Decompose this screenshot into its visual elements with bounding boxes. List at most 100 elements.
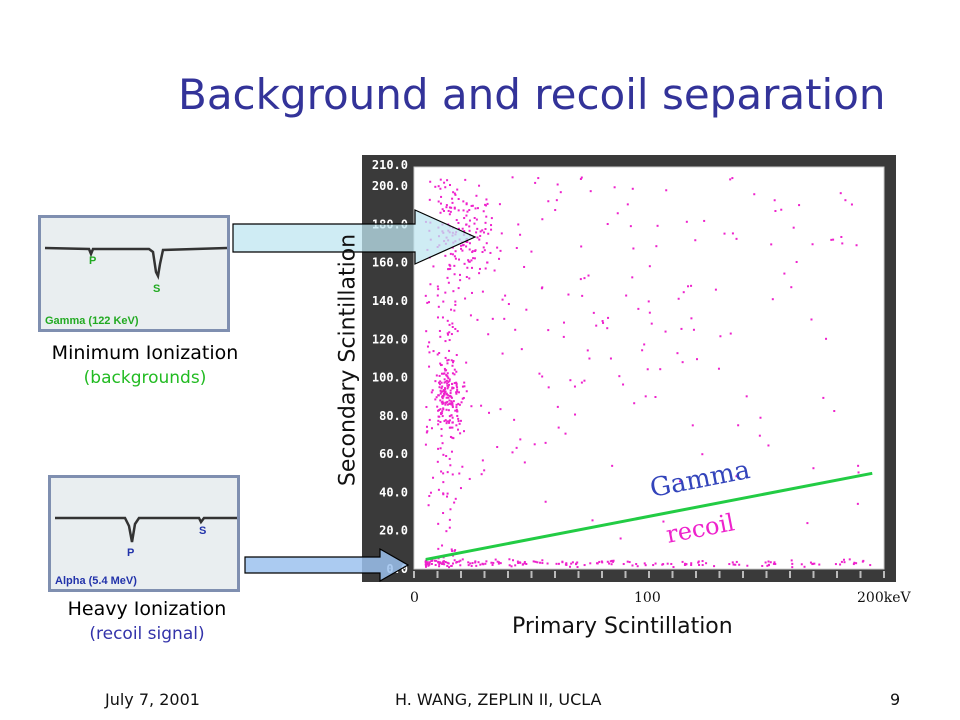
- data-point: [655, 245, 658, 248]
- y-tick-label: 200.0: [372, 179, 408, 193]
- data-point: [608, 562, 611, 565]
- data-point: [494, 558, 497, 561]
- data-point: [448, 349, 451, 352]
- separation-line: [425, 471, 873, 561]
- data-point: [855, 562, 858, 565]
- data-point: [452, 386, 455, 389]
- x-tick-mark: [695, 571, 697, 578]
- data-point: [457, 417, 460, 420]
- data-point: [443, 420, 446, 423]
- scatter-points: [424, 176, 872, 569]
- data-point: [440, 390, 443, 393]
- data-point: [455, 406, 458, 409]
- data-point: [482, 563, 485, 566]
- data-point: [443, 367, 446, 370]
- x-tick-mark: [789, 571, 791, 578]
- data-point: [457, 227, 460, 230]
- data-point: [485, 215, 488, 218]
- data-point: [557, 562, 560, 565]
- data-point: [473, 216, 476, 219]
- data-point: [567, 293, 570, 296]
- data-point: [576, 561, 579, 564]
- data-point: [448, 526, 451, 529]
- data-point: [454, 549, 457, 552]
- data-point: [428, 495, 431, 498]
- data-point: [692, 328, 695, 331]
- data-point: [773, 561, 776, 564]
- data-point: [512, 559, 515, 562]
- data-point: [456, 388, 459, 391]
- data-point: [451, 426, 454, 429]
- data-point: [470, 291, 473, 294]
- y-tick-label: 40.0: [379, 485, 408, 499]
- data-point: [436, 460, 439, 463]
- data-point: [446, 375, 449, 378]
- data-point: [446, 561, 449, 564]
- data-point: [588, 357, 591, 360]
- data-point: [437, 305, 440, 308]
- data-point: [438, 563, 441, 566]
- data-point: [456, 188, 459, 191]
- y-tick-label: 60.0: [379, 447, 408, 461]
- gamma-panel-subtitle: (backgrounds): [83, 368, 207, 388]
- data-point: [833, 410, 836, 413]
- data-point: [457, 391, 460, 394]
- data-point: [834, 563, 837, 566]
- data-point: [460, 401, 463, 404]
- data-point: [459, 279, 462, 282]
- data-point: [448, 213, 451, 216]
- data-point: [457, 209, 460, 212]
- data-point: [459, 273, 462, 276]
- data-point: [731, 561, 734, 564]
- data-point: [434, 564, 437, 567]
- data-point: [446, 387, 449, 390]
- data-point: [437, 415, 440, 418]
- data-point: [580, 176, 583, 179]
- x-tick-mark: [742, 571, 744, 578]
- data-point: [612, 559, 615, 562]
- data-point: [447, 268, 450, 271]
- data-point: [448, 268, 451, 271]
- data-point: [457, 221, 460, 224]
- data-point: [453, 255, 456, 258]
- data-point: [811, 243, 814, 246]
- alpha-panel-subtitle: (recoil signal): [89, 624, 205, 644]
- data-point: [641, 349, 644, 352]
- data-point: [520, 348, 523, 351]
- data-point: [753, 193, 756, 196]
- data-point: [431, 389, 434, 392]
- gamma-label-p: P: [89, 255, 96, 267]
- data-point: [463, 262, 466, 265]
- data-point: [461, 227, 464, 230]
- data-point: [430, 391, 433, 394]
- data-point: [498, 257, 501, 260]
- data-point: [425, 431, 428, 434]
- data-point: [697, 560, 700, 563]
- data-point: [583, 379, 586, 382]
- data-point: [601, 561, 604, 564]
- data-point: [713, 565, 716, 568]
- data-point: [468, 219, 471, 222]
- data-point: [690, 317, 693, 320]
- data-point: [448, 331, 451, 334]
- data-point: [632, 247, 635, 250]
- data-point: [869, 564, 872, 567]
- x-axis-label: Primary Scintillation: [512, 614, 733, 639]
- data-point: [825, 337, 828, 340]
- data-point: [547, 329, 550, 332]
- data-point: [424, 559, 427, 562]
- data-point: [429, 491, 432, 494]
- data-point: [424, 443, 427, 446]
- data-point: [453, 264, 456, 267]
- data-point: [478, 272, 481, 275]
- data-point: [681, 361, 684, 364]
- data-point: [463, 217, 466, 220]
- data-point: [445, 379, 448, 382]
- data-point: [541, 218, 544, 221]
- data-point: [654, 395, 657, 398]
- data-point: [452, 290, 455, 293]
- data-point: [555, 562, 558, 565]
- data-point: [440, 470, 443, 473]
- data-point: [534, 560, 537, 563]
- data-point: [483, 469, 486, 472]
